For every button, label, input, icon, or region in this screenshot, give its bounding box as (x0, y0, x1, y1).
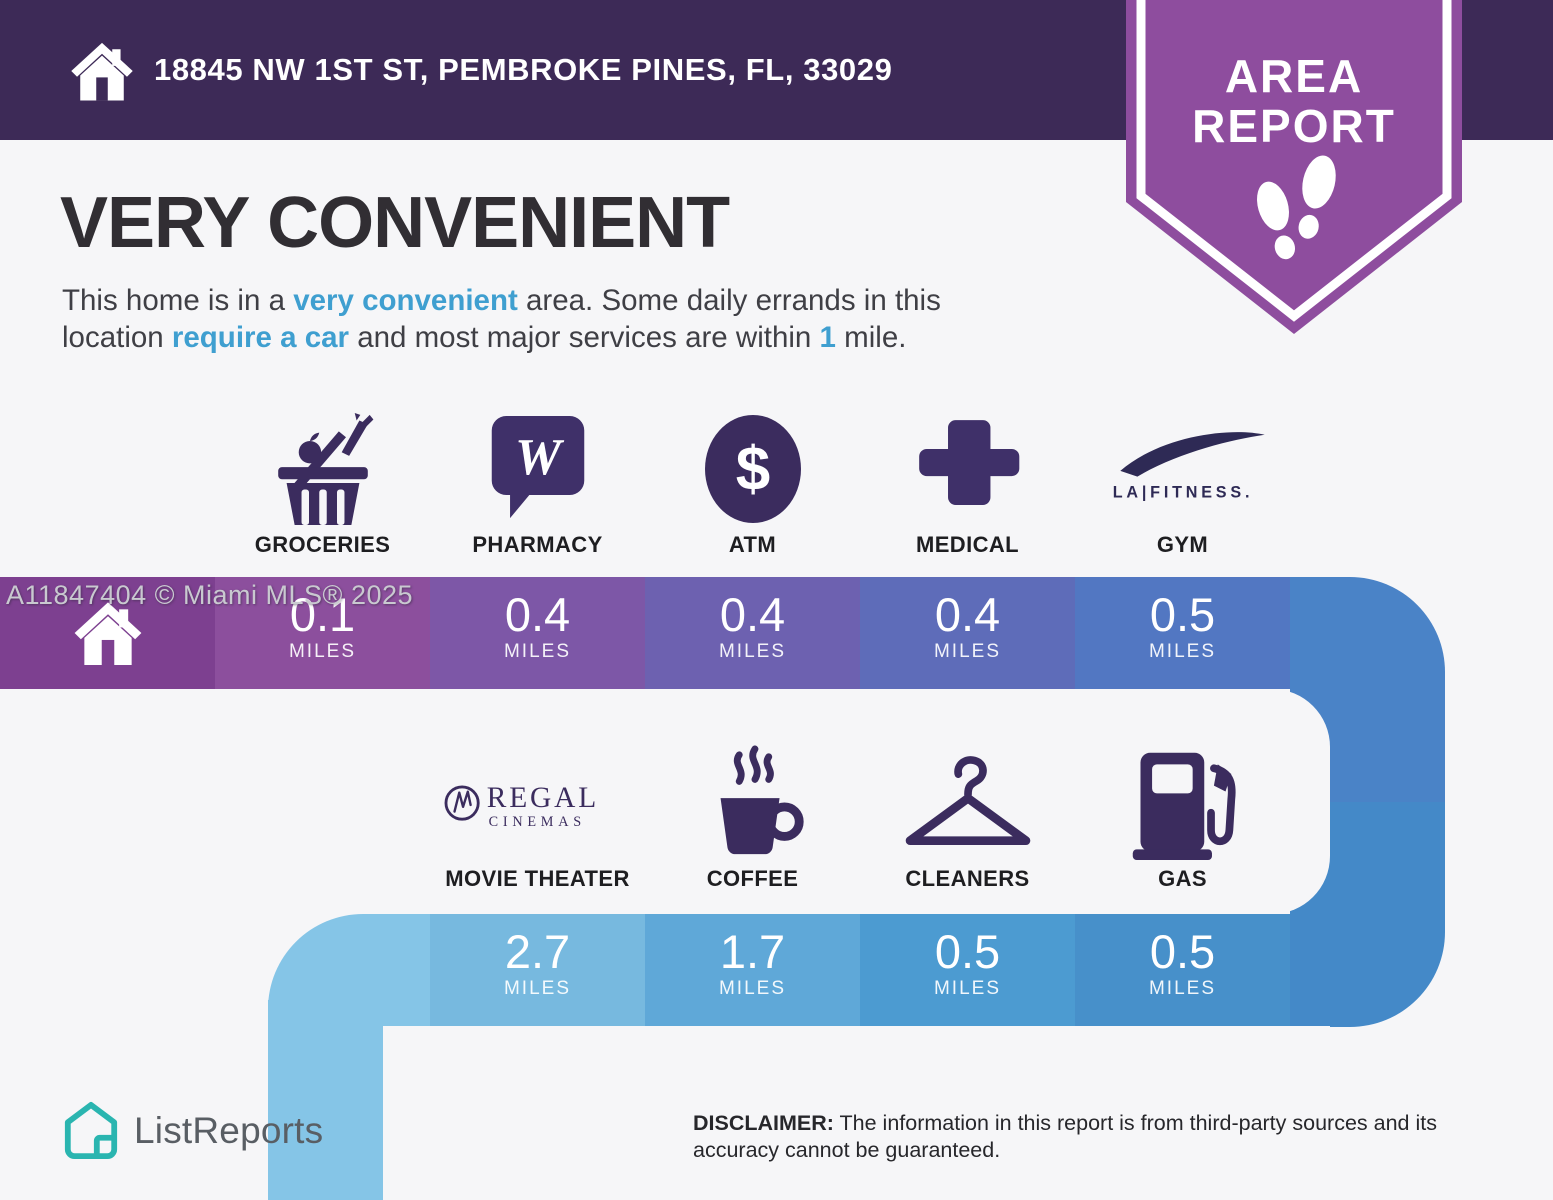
footprints-icon (1257, 155, 1336, 260)
cinemas-wordmark: CINEMAS (488, 814, 585, 830)
distance-cell-atm: 0.4 MILES (645, 577, 860, 689)
distance-unit: MILES (1148, 978, 1217, 999)
gas-pump-icon (1132, 752, 1236, 861)
distance-value: 1.7 (719, 925, 786, 978)
distance-value: 0.4 (719, 588, 786, 641)
listreports-logo: ListReports (62, 1100, 323, 1162)
distance-unit: MILES (288, 641, 357, 662)
distance-cell-gas: 0.5 MILES (1075, 914, 1290, 1026)
service-label: MOVIE THEATER (445, 866, 630, 891)
hanger-icon (905, 756, 1030, 846)
service-label: CLEANERS (905, 866, 1030, 891)
service-label: PHARMACY (472, 532, 603, 557)
distance-cell-pharmacy: 0.4 MILES (430, 577, 645, 689)
summary-segment: area. Some daily errands in this (517, 284, 941, 317)
service-pharmacy: W PHARMACY (430, 406, 645, 558)
summary-text: This home is in a very convenient area. … (62, 282, 1122, 356)
ribbon-row-2: 2.7 MILES 1.7 MILES 0.5 MILES 0.5 MILES (0, 914, 1553, 1026)
service-label: GAS (1158, 866, 1207, 891)
distance-unit: MILES (718, 641, 787, 662)
service-cleaners: CLEANERS (860, 742, 1075, 892)
summary-segment: mile. (835, 321, 907, 354)
regal-cinemas-logo: REGAL CINEMAS (444, 782, 598, 830)
home-icon (71, 42, 133, 101)
ribbon-row-1: 0.1 MILES 0.4 MILES 0.4 MILES 0.4 MILES … (0, 577, 1553, 689)
distance-value: 2.7 (504, 925, 571, 978)
ribbon-left-band (268, 1000, 383, 1200)
disclaimer-label: DISCLAIMER: (693, 1111, 834, 1135)
disclaimer: DISCLAIMER: The information in this repo… (693, 1110, 1513, 1164)
listreports-house-icon (64, 1101, 118, 1160)
home-icon (74, 602, 141, 665)
distance-unit: MILES (503, 978, 572, 999)
atm-dollar-icon: $ (704, 415, 801, 523)
service-label: MEDICAL (915, 532, 1019, 557)
summary-segment: and most major services are within (349, 321, 820, 354)
service-label: GYM (1156, 532, 1209, 557)
summary-highlight: 1 (819, 321, 836, 354)
service-label: GROCERIES (254, 532, 391, 557)
ribbon-cutout-bottom (383, 1026, 1330, 1200)
pharmacy-walgreens-icon: W (491, 416, 584, 519)
listreports-wordmark: ListReports (134, 1110, 324, 1151)
service-groceries: GROCERIES (215, 406, 430, 558)
summary-highlight: require a car (171, 321, 349, 354)
disclaimer-text: The information in this report is from t… (693, 1111, 1437, 1162)
service-atm: $ ATM (645, 406, 860, 558)
ribbon-home-cell (0, 577, 215, 689)
coffee-cup-icon (720, 745, 804, 855)
badge-line1: AREA (1225, 50, 1363, 102)
service-gas: GAS (1075, 742, 1290, 892)
dollar-glyph: $ (735, 435, 769, 504)
mls-watermark: A11847404 © Miami MLS® 2025 (6, 580, 414, 610)
la-fitness-wordmark: LA|FITNESS. (1112, 484, 1252, 502)
distance-value: 0.5 (1149, 925, 1216, 978)
page-title: VERY CONVENIENT (60, 183, 730, 263)
summary-segment: location (62, 321, 172, 354)
distance-cell-movie-theater: 2.7 MILES (430, 914, 645, 1026)
distance-value: 0.5 (1149, 588, 1216, 641)
badge-line2: REPORT (1192, 100, 1396, 152)
service-gym: LA|FITNESS. GYM (1075, 406, 1290, 558)
summary-highlight: very convenient (293, 284, 518, 317)
distance-value: 0.4 (504, 588, 571, 641)
medical-cross-icon (918, 420, 1019, 505)
distance-cell-cleaners: 0.5 MILES (860, 914, 1075, 1026)
distance-unit: MILES (503, 641, 572, 662)
distance-value: 0.5 (934, 925, 1001, 978)
regal-wordmark: REGAL (486, 782, 598, 814)
service-medical: MEDICAL (860, 406, 1075, 558)
summary-segment: This home is in a (62, 284, 294, 317)
distance-value: 0.4 (934, 588, 1001, 641)
property-address: 18845 NW 1ST ST, PEMBROKE PINES, FL, 330… (154, 52, 893, 87)
distance-value: 0.1 (289, 588, 356, 641)
ribbon-cutout-middle (0, 689, 1330, 914)
area-report-badge: AREA REPORT (1126, 0, 1462, 334)
distance-cell-medical: 0.4 MILES (860, 577, 1075, 689)
distance-unit: MILES (718, 978, 787, 999)
distance-cell-coffee: 1.7 MILES (645, 914, 860, 1026)
distance-unit: MILES (933, 641, 1002, 662)
distance-cell-gym: 0.5 MILES (1075, 577, 1290, 689)
service-label: ATM (728, 532, 777, 557)
service-coffee: COFFEE (645, 742, 860, 892)
service-movie-theater: REGAL CINEMAS MOVIE THEATER (430, 742, 645, 892)
groceries-basket-icon (277, 413, 373, 525)
distance-cell-groceries: 0.1 MILES (215, 577, 430, 689)
service-label: COFFEE (706, 866, 799, 891)
distance-unit: MILES (1148, 641, 1217, 662)
la-fitness-logo: LA|FITNESS. (1112, 432, 1265, 502)
distance-unit: MILES (933, 978, 1002, 999)
walgreens-w-glyph: W (514, 429, 564, 486)
